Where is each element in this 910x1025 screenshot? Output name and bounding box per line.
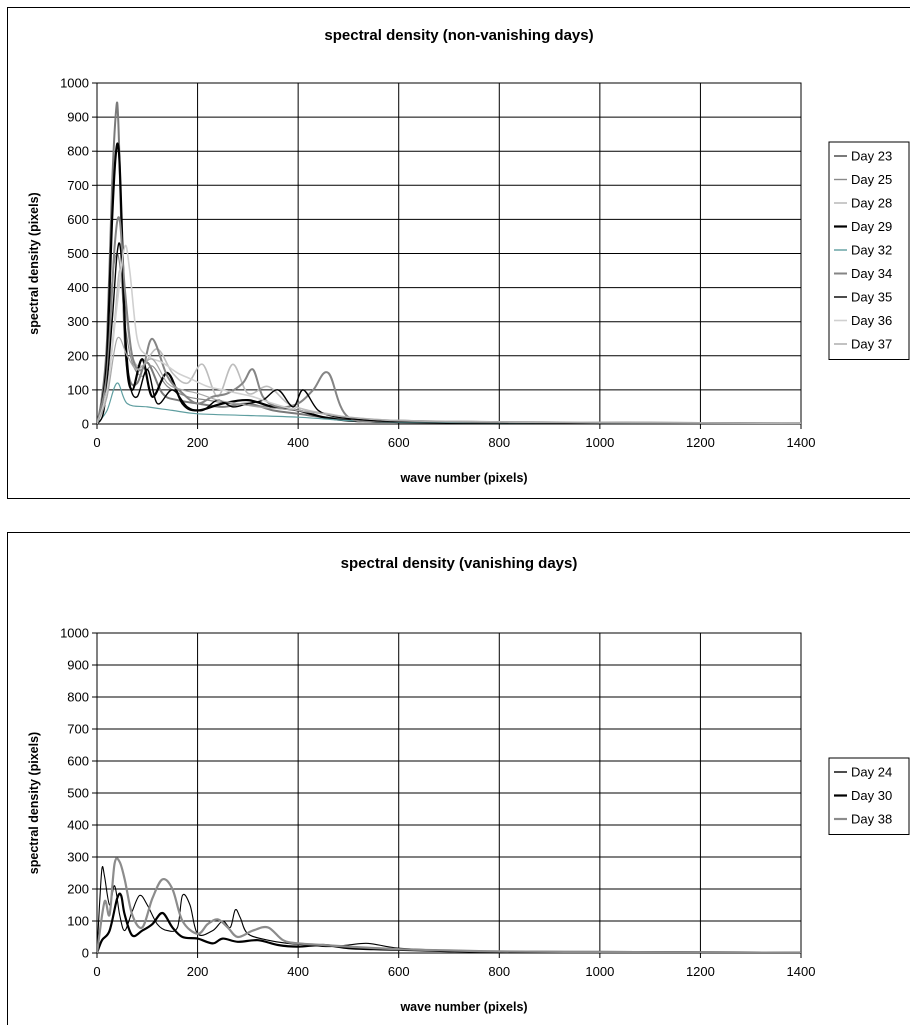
y-tick-label: 1000 xyxy=(60,76,89,91)
chart-svg-vanishing: spectral density (vanishing days) 0 100 200… xyxy=(27,555,910,1014)
legend-label: Day 36 xyxy=(851,313,892,328)
legend: Day 24 Day 30 Day 38 xyxy=(828,757,910,835)
y-tick-label: 900 xyxy=(67,658,89,673)
y-tick-label: 0 xyxy=(82,946,89,961)
y-tick-label: 0 xyxy=(82,417,89,432)
y-axis-label: spectral density (pixels) xyxy=(27,732,41,874)
chart-panel-vanishing: spectral density (vanishing days) 0 100 200… xyxy=(7,532,910,1025)
chart-title: spectral density (vanishing days) xyxy=(341,555,578,572)
y-tick-label: 700 xyxy=(67,722,89,737)
legend-label: Day 23 xyxy=(851,149,892,164)
legend-box xyxy=(828,141,910,360)
y-tick-label: 400 xyxy=(67,818,89,833)
series-line-day-34 xyxy=(97,216,801,424)
x-tick-label: 600 xyxy=(388,964,410,979)
series-line-day-37 xyxy=(97,336,801,424)
series-group xyxy=(97,857,801,953)
y-tick-label: 500 xyxy=(67,786,89,801)
series-line-day-30 xyxy=(97,892,801,953)
y-tick-label: 200 xyxy=(67,348,89,363)
series-line-day-36 xyxy=(97,244,801,424)
legend-label: Day 34 xyxy=(851,266,892,281)
series-line-day-23 xyxy=(97,101,801,424)
y-tick-label: 200 xyxy=(67,882,89,897)
y-tick-label: 600 xyxy=(67,754,89,769)
x-tick-label: 800 xyxy=(488,964,510,979)
x-tick-label: 1400 xyxy=(787,435,816,450)
chart-title: spectral density (non-vanishing days) xyxy=(324,27,593,44)
x-axis-label: wave number (pixels) xyxy=(399,1000,527,1014)
series-line-day-35 xyxy=(97,242,801,424)
legend-label: Day 29 xyxy=(851,219,892,234)
legend-label: Day 25 xyxy=(851,172,892,187)
y-tick-label: 900 xyxy=(67,110,89,125)
y-tick-label: 700 xyxy=(67,178,89,193)
y-axis-label: spectral density (pixels) xyxy=(27,192,41,334)
x-tick-label: 1000 xyxy=(585,435,614,450)
x-axis-label: wave number (pixels) xyxy=(399,471,527,485)
y-tick-label: 500 xyxy=(67,246,89,261)
x-tick-label: 0 xyxy=(93,435,100,450)
x-tick-label: 400 xyxy=(287,435,309,450)
legend: Day 23 Day 25 Day 28 Day 29 Day 32 Day 34 Day … xyxy=(828,141,910,360)
x-tick-label: 1400 xyxy=(787,964,816,979)
y-tick-label: 800 xyxy=(67,690,89,705)
x-tick-label: 1200 xyxy=(686,964,715,979)
chart-svg-non-vanishing: spectral density (non-vanishing days) 0 10… xyxy=(27,27,910,485)
series-line-day-25 xyxy=(97,252,801,424)
legend-label: Day 37 xyxy=(851,337,892,352)
x-tick-label: 200 xyxy=(187,435,209,450)
series-line-day-28 xyxy=(97,269,801,424)
x-tick-label: 1000 xyxy=(585,964,614,979)
x-tick-label: 400 xyxy=(287,964,309,979)
x-tick-label: 600 xyxy=(388,435,410,450)
chart-panel-non-vanishing: spectral density (non-vanishing days) 0 10… xyxy=(7,7,910,499)
x-tick-label: 200 xyxy=(187,964,209,979)
y-tick-label: 400 xyxy=(67,280,89,295)
legend-label: Day 38 xyxy=(851,812,892,827)
legend-label: Day 28 xyxy=(851,196,892,211)
y-tick-label: 300 xyxy=(67,850,89,865)
y-tick-label: 100 xyxy=(67,914,89,929)
series-line-day-38 xyxy=(97,857,801,953)
series-group xyxy=(97,101,801,424)
y-tick-label: 800 xyxy=(67,144,89,159)
legend-label: Day 24 xyxy=(851,765,892,780)
legend-label: Day 35 xyxy=(851,290,892,305)
x-tick-label: 800 xyxy=(488,435,510,450)
legend-label: Day 32 xyxy=(851,243,892,258)
legend-label: Day 30 xyxy=(851,788,892,803)
y-tick-label: 100 xyxy=(67,382,89,397)
y-tick-label: 1000 xyxy=(60,626,89,641)
x-tick-label: 0 xyxy=(93,964,100,979)
y-tick-label: 300 xyxy=(67,314,89,329)
x-tick-label: 1200 xyxy=(686,435,715,450)
y-tick-label: 600 xyxy=(67,212,89,227)
